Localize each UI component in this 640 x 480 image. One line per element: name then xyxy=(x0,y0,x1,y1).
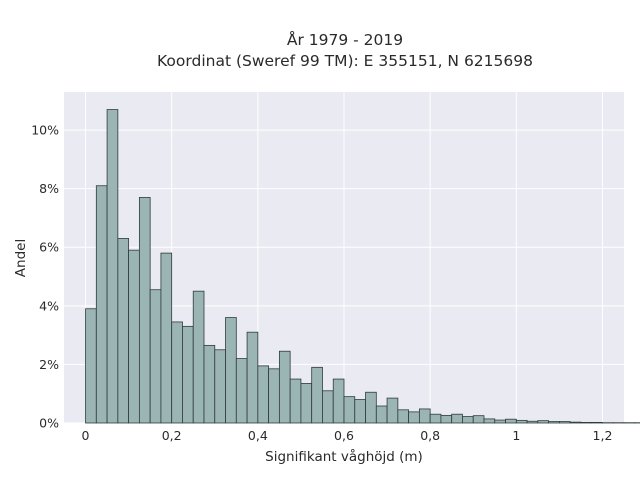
histogram-bar-23 xyxy=(332,378,345,424)
histogram-bar-40 xyxy=(515,419,528,424)
histogram-bar-9 xyxy=(182,325,194,424)
histogram-bar-21 xyxy=(311,366,323,424)
histogram-bar-36 xyxy=(472,415,485,424)
x-tick-label-6: 1,2 xyxy=(593,428,613,443)
histogram-bar-46 xyxy=(580,422,593,424)
histogram-bar-34 xyxy=(451,413,463,424)
y-tick-label-3: 6% xyxy=(39,240,59,255)
histogram-bar-7 xyxy=(160,252,173,424)
histogram-bar-28 xyxy=(386,397,399,424)
histogram-bar-10 xyxy=(192,290,205,424)
histogram-bar-22 xyxy=(322,390,334,424)
x-tick-label-1: 0,2 xyxy=(162,428,182,443)
histogram-bar-8 xyxy=(171,321,183,424)
histogram-bar-27 xyxy=(375,405,388,424)
histogram-bar-20 xyxy=(300,383,313,424)
y-tick-label-4: 8% xyxy=(39,181,59,196)
histogram-bar-16 xyxy=(257,365,270,424)
histogram-bar-3 xyxy=(117,238,130,424)
y-tick-label-2: 4% xyxy=(39,298,59,313)
histogram-bar-13 xyxy=(225,317,237,424)
histogram-bar-39 xyxy=(505,418,517,424)
chart-title-line1: År 1979 - 2019 xyxy=(287,30,403,49)
x-tick-label-4: 0,8 xyxy=(420,428,440,443)
histogram-bar-0 xyxy=(85,308,97,424)
histogram-bar-15 xyxy=(246,331,259,424)
histogram-bar-33 xyxy=(440,414,453,424)
histogram-bar-30 xyxy=(408,411,420,424)
x-axis-label: Signifikant våghöjd (m) xyxy=(265,448,423,465)
histogram-bar-41 xyxy=(526,420,539,424)
histogram-bar-45 xyxy=(569,421,582,424)
histogram-bar-43 xyxy=(548,421,560,424)
histogram-bar-31 xyxy=(418,408,431,424)
histogram-bar-29 xyxy=(397,409,410,424)
histogram-bar-19 xyxy=(289,378,302,424)
histogram-bar-26 xyxy=(365,391,377,424)
histogram-bar-42 xyxy=(537,420,550,424)
x-tick-label-3: 0,6 xyxy=(334,428,354,443)
x-axis-ticks: 0 0,2 0,4 0,6 0,8 1 1,2 xyxy=(82,428,613,443)
x-tick-label-0: 0 xyxy=(82,428,90,443)
histogram-bar-24 xyxy=(343,396,356,424)
histogram-bar-14 xyxy=(235,358,248,424)
chart-title-line2: Koordinat (Sweref 99 TM): E 355151, N 62… xyxy=(157,52,533,70)
y-tick-label-5: 10% xyxy=(31,123,59,138)
histogram-bar-5 xyxy=(138,197,151,424)
histogram-bar-12 xyxy=(214,349,226,424)
histogram-bar-35 xyxy=(462,416,474,424)
histogram-bar-38 xyxy=(494,419,506,424)
histogram-bar-17 xyxy=(268,368,280,424)
histogram-bar-2 xyxy=(106,109,119,424)
histogram-bar-18 xyxy=(278,350,291,424)
y-axis-label: Andel xyxy=(13,239,29,277)
y-tick-label-0: 0% xyxy=(39,416,59,431)
x-tick-label-2: 0,4 xyxy=(248,428,268,443)
histogram-bar-1 xyxy=(95,185,108,424)
histogram-bars xyxy=(85,109,640,424)
histogram-bar-47 xyxy=(591,422,603,424)
histogram-bar-25 xyxy=(354,399,366,424)
y-axis-ticks: 0% 2% 4% 6% 8% 10% xyxy=(31,123,59,431)
y-tick-label-1: 2% xyxy=(39,357,59,372)
histogram-bar-4 xyxy=(128,249,140,424)
x-tick-label-5: 1 xyxy=(512,428,520,443)
histogram-bar-44 xyxy=(558,421,571,424)
histogram-bar-37 xyxy=(483,418,496,424)
histogram-bar-11 xyxy=(203,344,216,424)
histogram-bar-6 xyxy=(149,289,162,424)
histogram-bar-32 xyxy=(429,413,442,424)
